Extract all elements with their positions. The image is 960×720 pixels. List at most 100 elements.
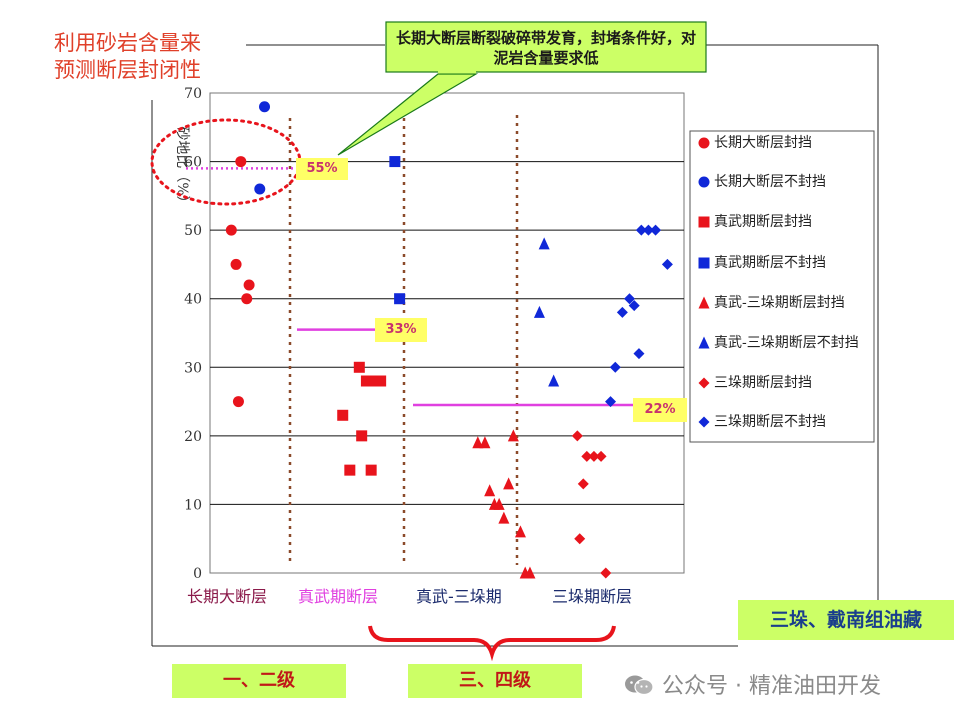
data-point-diamond bbox=[623, 293, 635, 305]
reservoir-label: 三垛、戴南组油藏 bbox=[738, 600, 954, 640]
y-tick-label: 10 bbox=[184, 497, 202, 513]
page-title: 利用砂岩含量来 预测断层封闭性 bbox=[54, 30, 201, 84]
legend-marker-circle bbox=[698, 137, 710, 149]
data-point-diamond bbox=[571, 430, 583, 442]
group-dividers bbox=[288, 115, 519, 565]
grade-label-1-2: 一、二级 bbox=[172, 664, 346, 698]
data-point-diamond bbox=[650, 224, 662, 236]
watermark: 公众号 · 精准油田开发 bbox=[624, 668, 881, 700]
data-point-triangle bbox=[507, 429, 519, 442]
data-point-diamond bbox=[574, 533, 586, 545]
data-point-square bbox=[389, 156, 401, 168]
threshold-label-22: 22% bbox=[633, 398, 687, 422]
x-category-1: 真武期断层 bbox=[298, 587, 379, 606]
data-point-triangle bbox=[524, 566, 536, 579]
data-point-square bbox=[344, 464, 356, 476]
data-point-square bbox=[356, 430, 368, 442]
data-point-triangle bbox=[479, 436, 491, 449]
plot-area bbox=[209, 92, 685, 574]
callout-text: 长期大断层断裂破碎带发育，封堵条件好，对泥岩含量要求低 bbox=[395, 29, 696, 67]
data-point-circle bbox=[241, 293, 253, 305]
data-point-square bbox=[353, 361, 365, 373]
data-point-circle bbox=[243, 279, 255, 291]
data-point-circle bbox=[230, 258, 242, 270]
data-point-circle bbox=[232, 396, 244, 408]
threshold-label-33: 33% bbox=[375, 318, 427, 342]
callout-box bbox=[385, 21, 707, 73]
legend-label: 真武-三垛期断层不封挡 bbox=[714, 335, 859, 351]
data-point-circle bbox=[225, 224, 237, 236]
page-title-line-1: 利用砂岩含量来 bbox=[54, 31, 201, 55]
data-point-square bbox=[337, 409, 349, 421]
legend-marker-diamond bbox=[698, 377, 710, 389]
data-point-triangle bbox=[498, 511, 510, 524]
data-point-diamond bbox=[642, 224, 654, 236]
data-point-square bbox=[375, 375, 387, 387]
data-point-circle bbox=[235, 156, 247, 168]
y-tick-label: 0 bbox=[193, 566, 202, 582]
legend-marker-triangle bbox=[698, 296, 710, 309]
y-axis-ticks: 0 10 20 30 40 50 60 70 bbox=[184, 86, 202, 582]
grade-label-3-4: 三、四级 bbox=[408, 664, 582, 698]
x-category-2: 真武-三垛期 bbox=[416, 587, 502, 606]
data-point-triangle bbox=[533, 305, 545, 318]
y-tick-label: 70 bbox=[184, 86, 202, 102]
legend-marker-square bbox=[698, 257, 710, 269]
legend-box bbox=[689, 130, 875, 443]
data-point-diamond bbox=[609, 361, 621, 373]
legend-marker-diamond bbox=[698, 416, 710, 428]
legend-label: 长期大断层封挡 bbox=[714, 135, 812, 151]
data-point-triangle bbox=[514, 525, 526, 538]
legend-marker-circle bbox=[698, 176, 710, 188]
data-point-diamond bbox=[581, 450, 593, 462]
data-point-diamond bbox=[628, 300, 640, 312]
x-category-0: 长期大断层 bbox=[187, 587, 268, 606]
legend-label: 真武期断层封挡 bbox=[714, 214, 812, 230]
data-point-diamond bbox=[661, 258, 673, 270]
page-title-line-2: 预测断层封闭性 bbox=[54, 58, 201, 82]
legend-label: 三垛期断层不封挡 bbox=[714, 414, 826, 430]
data-point-diamond bbox=[605, 396, 617, 408]
legend-label: 三垛期断层封挡 bbox=[714, 375, 812, 391]
legend-label: 真武期断层不封挡 bbox=[714, 255, 826, 271]
data-point-square bbox=[365, 464, 377, 476]
data-point-triangle bbox=[503, 477, 515, 490]
data-point-diamond bbox=[577, 478, 589, 490]
data-point-diamond bbox=[595, 450, 607, 462]
data-point-diamond bbox=[633, 348, 645, 360]
legend-label: 真武-三垛期断层封挡 bbox=[714, 295, 845, 311]
watermark-text: 公众号 · 精准油田开发 bbox=[662, 674, 881, 699]
data-point-square bbox=[394, 293, 406, 305]
data-point-square bbox=[368, 375, 380, 387]
data-point-diamond bbox=[588, 450, 600, 462]
y-tick-label: 30 bbox=[184, 360, 202, 376]
data-point-diamond bbox=[616, 306, 628, 318]
y-axis-label: 砂地比（%） bbox=[174, 126, 190, 209]
data-point-triangle bbox=[548, 374, 560, 387]
data-point-diamond bbox=[635, 224, 647, 236]
data-point-square bbox=[360, 375, 372, 387]
data-point-triangle bbox=[472, 436, 484, 449]
y-tick-label: 40 bbox=[184, 292, 202, 308]
y-tick-label: 60 bbox=[184, 155, 202, 171]
legend-markers bbox=[698, 137, 710, 428]
x-category-3: 三垛期断层 bbox=[552, 587, 633, 606]
legend-label: 长期大断层不封挡 bbox=[714, 174, 826, 190]
y-tick-label: 20 bbox=[184, 429, 202, 445]
callout-pointer bbox=[337, 73, 479, 156]
data-point-triangle bbox=[493, 497, 505, 510]
data-point-circle bbox=[259, 101, 271, 113]
legend-marker-square bbox=[698, 216, 710, 228]
data-point-diamond bbox=[600, 567, 612, 579]
data-points bbox=[225, 101, 673, 579]
threshold-lines bbox=[186, 167, 633, 407]
wechat-icon bbox=[625, 675, 654, 696]
threshold-label-55: 55% bbox=[296, 158, 348, 180]
y-tick-label: 50 bbox=[184, 223, 202, 239]
grade-brace bbox=[368, 625, 616, 662]
legend-marker-triangle bbox=[698, 336, 710, 349]
data-point-triangle bbox=[538, 237, 550, 250]
data-point-triangle bbox=[484, 484, 496, 497]
data-point-circle bbox=[254, 183, 266, 195]
